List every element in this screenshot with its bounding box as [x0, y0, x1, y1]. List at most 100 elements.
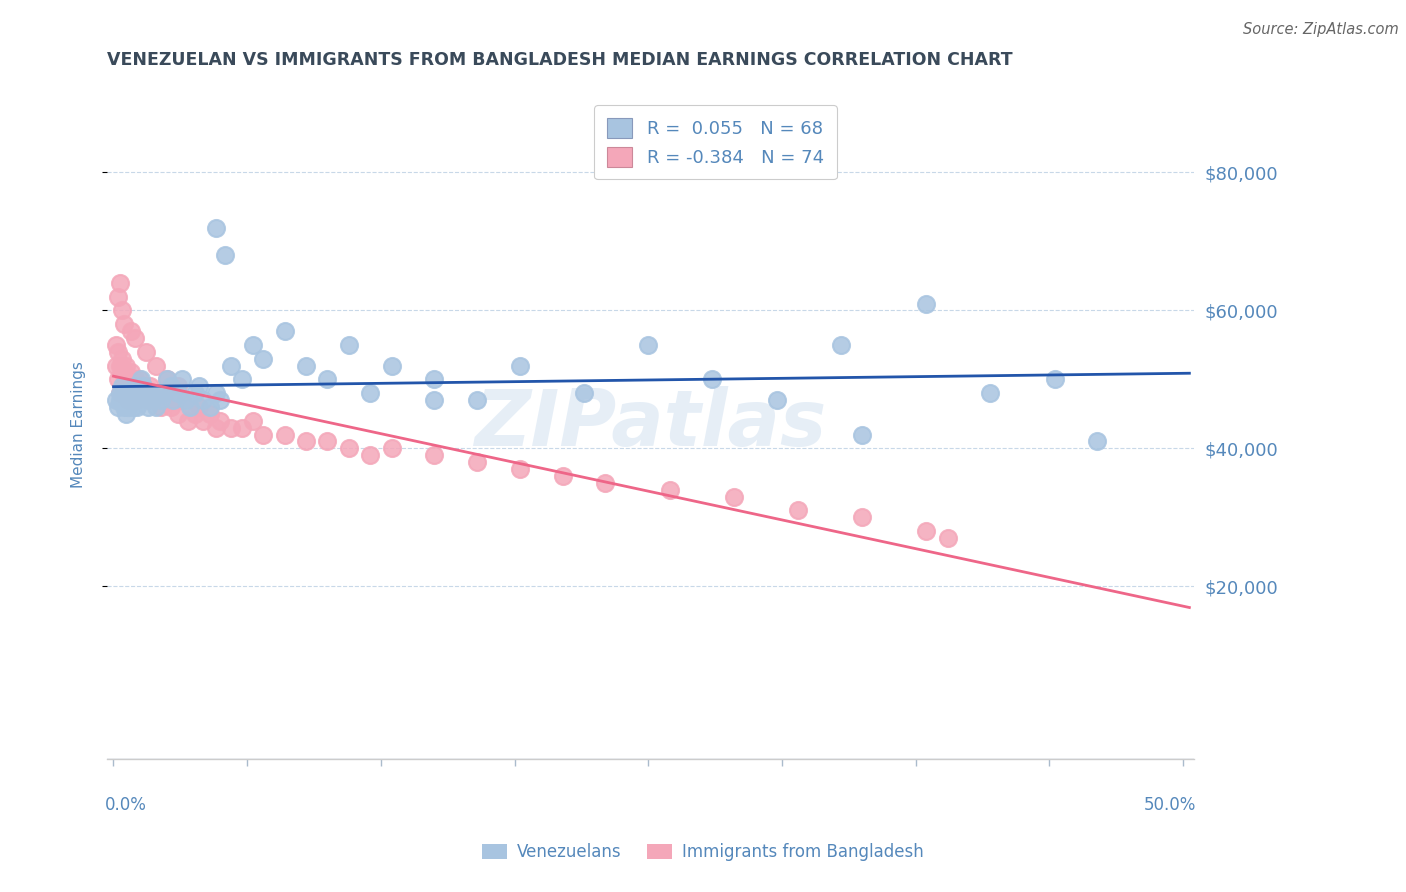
Point — [205, 420, 228, 434]
Point — [115, 359, 138, 373]
Point — [125, 393, 148, 408]
Point — [112, 379, 135, 393]
Point — [179, 400, 201, 414]
Point — [170, 393, 193, 408]
Point — [149, 393, 172, 408]
Point — [104, 338, 127, 352]
Point — [465, 455, 488, 469]
Point — [595, 475, 617, 490]
Point — [915, 524, 938, 538]
Point — [160, 400, 183, 414]
Point — [193, 414, 215, 428]
Point — [979, 386, 1001, 401]
Point — [915, 296, 938, 310]
Point — [136, 400, 159, 414]
Point — [112, 400, 135, 414]
Point — [117, 393, 139, 408]
Point — [316, 372, 339, 386]
Point — [108, 393, 131, 408]
Point — [423, 448, 446, 462]
Point — [214, 248, 236, 262]
Point — [115, 393, 138, 408]
Point — [380, 442, 402, 456]
Point — [112, 366, 135, 380]
Point — [423, 372, 446, 386]
Point — [193, 393, 215, 408]
Point — [166, 407, 188, 421]
Point — [148, 386, 170, 401]
Point — [117, 400, 139, 414]
Point — [380, 359, 402, 373]
Point — [115, 407, 138, 421]
Point — [273, 427, 295, 442]
Point — [658, 483, 681, 497]
Point — [209, 414, 232, 428]
Point — [152, 386, 174, 401]
Point — [139, 386, 162, 401]
Point — [108, 276, 131, 290]
Point — [124, 372, 146, 386]
Point — [104, 359, 127, 373]
Point — [851, 427, 873, 442]
Point — [337, 338, 360, 352]
Point — [156, 393, 179, 408]
Point — [111, 379, 134, 393]
Point — [107, 400, 129, 414]
Legend: R =  0.055   N = 68, R = -0.384   N = 74: R = 0.055 N = 68, R = -0.384 N = 74 — [595, 105, 837, 179]
Point — [572, 386, 595, 401]
Point — [145, 393, 167, 408]
Point — [765, 393, 787, 408]
Point — [108, 359, 131, 373]
Point — [120, 393, 142, 408]
Point — [128, 386, 150, 401]
Point — [107, 290, 129, 304]
Point — [120, 386, 142, 401]
Point — [135, 344, 157, 359]
Text: Source: ZipAtlas.com: Source: ZipAtlas.com — [1243, 22, 1399, 37]
Point — [129, 386, 152, 401]
Point — [509, 462, 531, 476]
Point — [423, 393, 446, 408]
Point — [128, 372, 150, 386]
Point — [121, 400, 143, 414]
Point — [107, 344, 129, 359]
Point — [111, 303, 134, 318]
Point — [136, 393, 159, 408]
Point — [125, 400, 148, 414]
Point — [108, 386, 131, 401]
Point — [104, 393, 127, 408]
Point — [551, 469, 574, 483]
Point — [295, 434, 318, 449]
Point — [145, 400, 167, 414]
Point — [156, 372, 179, 386]
Point — [145, 359, 167, 373]
Text: VENEZUELAN VS IMMIGRANTS FROM BANGLADESH MEDIAN EARNINGS CORRELATION CHART: VENEZUELAN VS IMMIGRANTS FROM BANGLADESH… — [107, 51, 1012, 69]
Point — [166, 386, 188, 401]
Point — [936, 531, 959, 545]
Point — [115, 386, 138, 401]
Point — [166, 379, 188, 393]
Text: ZIPatlas: ZIPatlas — [474, 386, 827, 462]
Point — [316, 434, 339, 449]
Point — [184, 407, 207, 421]
Point — [723, 490, 745, 504]
Point — [198, 407, 221, 421]
Point — [205, 220, 228, 235]
Point — [252, 427, 274, 442]
Point — [117, 372, 139, 386]
Point — [135, 386, 157, 401]
Point — [219, 420, 242, 434]
Point — [787, 503, 810, 517]
Point — [107, 372, 129, 386]
Point — [141, 386, 163, 401]
Point — [149, 400, 172, 414]
Point — [242, 338, 264, 352]
Point — [120, 324, 142, 338]
Point — [359, 386, 381, 401]
Point — [1087, 434, 1109, 449]
Point — [125, 379, 148, 393]
Point — [1043, 372, 1066, 386]
Point — [124, 379, 146, 393]
Legend: Venezuelans, Immigrants from Bangladesh: Venezuelans, Immigrants from Bangladesh — [475, 837, 931, 868]
Point — [135, 386, 157, 401]
